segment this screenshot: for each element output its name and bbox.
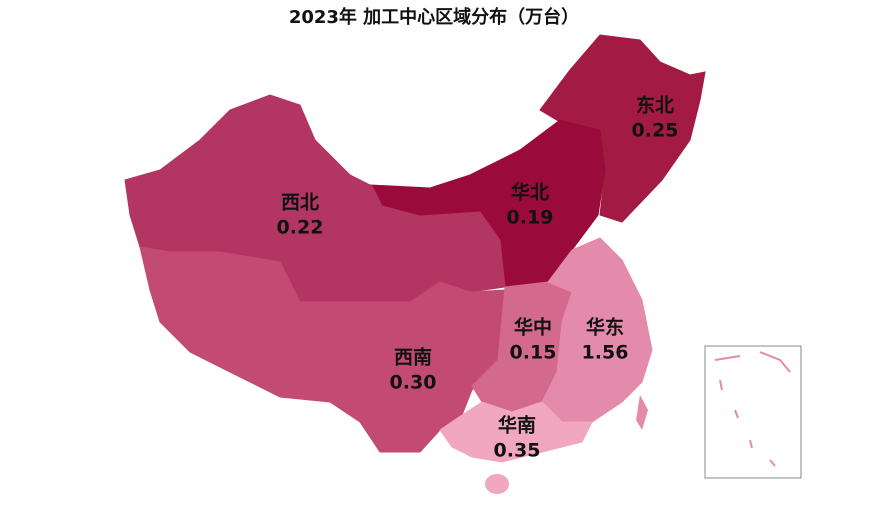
region-value: 1.56	[582, 342, 629, 364]
region-value: 0.25	[632, 120, 679, 142]
labels: 东北 0.25 华北 0.19 西北 0.22 西南 0.30 华中 0.15 华东 1.56 华南 0.…	[277, 94, 679, 462]
inset-box	[704, 345, 802, 479]
regions	[124, 34, 706, 494]
region	[139, 246, 506, 453]
region-hainan	[485, 474, 509, 494]
region	[541, 237, 653, 423]
region-name: 西南	[394, 347, 432, 369]
region-name: 东北	[636, 94, 674, 117]
chart-title: 2023年 加工中心区域分布（万台）	[289, 6, 579, 28]
region	[439, 401, 593, 463]
taiwan	[636, 395, 648, 430]
region-name: 华中	[514, 316, 552, 339]
region-name: 华东	[586, 316, 624, 339]
inset-islands	[714, 351, 791, 467]
region-name: 华南	[498, 414, 536, 437]
region-value: 0.35	[494, 440, 541, 462]
region-name: 西北	[281, 192, 319, 214]
region-name: 华北	[511, 181, 549, 204]
region-value: 0.30	[390, 372, 437, 394]
region-value: 0.19	[507, 207, 554, 229]
region-value: 0.15	[510, 342, 557, 364]
region-value: 0.22	[277, 217, 324, 239]
